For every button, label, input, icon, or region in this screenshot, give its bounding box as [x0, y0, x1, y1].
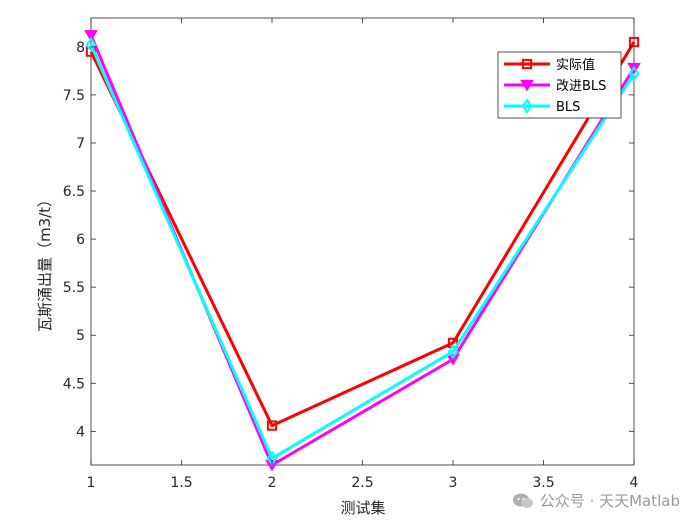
series-line	[89, 44, 636, 460]
legend-label: 实际值	[556, 57, 595, 73]
y-tick-label: 8	[76, 40, 85, 56]
x-tick-label: 2	[268, 475, 277, 491]
legend-marker	[521, 58, 533, 70]
data-point	[628, 65, 640, 82]
series-line	[89, 41, 636, 428]
data-point	[84, 30, 98, 42]
watermark: 公众号 · 天天Matlab	[512, 490, 680, 511]
data-point	[628, 36, 640, 48]
y-tick-label: 4.5	[63, 376, 85, 392]
legend-item: 实际值	[504, 57, 595, 73]
x-axis-label: 测试集	[340, 499, 385, 517]
x-tick-label: 2.5	[351, 475, 373, 491]
x-tick-label: 1.5	[170, 475, 192, 491]
x-tick-label: 1	[87, 475, 96, 491]
legend-marker	[521, 98, 533, 114]
series-layer	[84, 30, 641, 472]
legend-label: BLS	[556, 100, 580, 115]
data-point	[446, 354, 460, 366]
y-tick-label: 5.5	[63, 280, 85, 296]
y-tick-label: 4	[76, 424, 85, 440]
ticks-layer: 1 1.5 2 2.5 3 3.5 4 4 4.5 5 5.5 6 6.5 7 7.5 8	[63, 18, 639, 491]
x-tick-label: 3.5	[532, 475, 554, 491]
legend-item: BLS	[504, 98, 580, 115]
legend-item: 改进BLS	[504, 79, 606, 94]
y-tick-label: 7.5	[63, 88, 85, 104]
data-point	[266, 420, 278, 431]
legend-label: 改进BLS	[556, 79, 606, 94]
y-tick-label: 6	[76, 232, 85, 248]
y-tick-label: 5	[76, 328, 85, 344]
series-3	[85, 37, 640, 467]
wechat-icon	[512, 493, 533, 508]
y-tick-label: 6.5	[63, 184, 85, 200]
x-tick-label: 4	[630, 475, 639, 491]
y-axis-label: 瓦斯涌出量（m3/t）	[36, 192, 54, 332]
y-tick-label: 7	[76, 136, 85, 152]
watermark-text: 公众号 · 天天Matlab	[539, 492, 680, 510]
data-point	[85, 37, 97, 53]
x-tick-label: 3	[449, 475, 458, 491]
data-point	[447, 343, 459, 360]
legend-marker	[520, 79, 534, 92]
